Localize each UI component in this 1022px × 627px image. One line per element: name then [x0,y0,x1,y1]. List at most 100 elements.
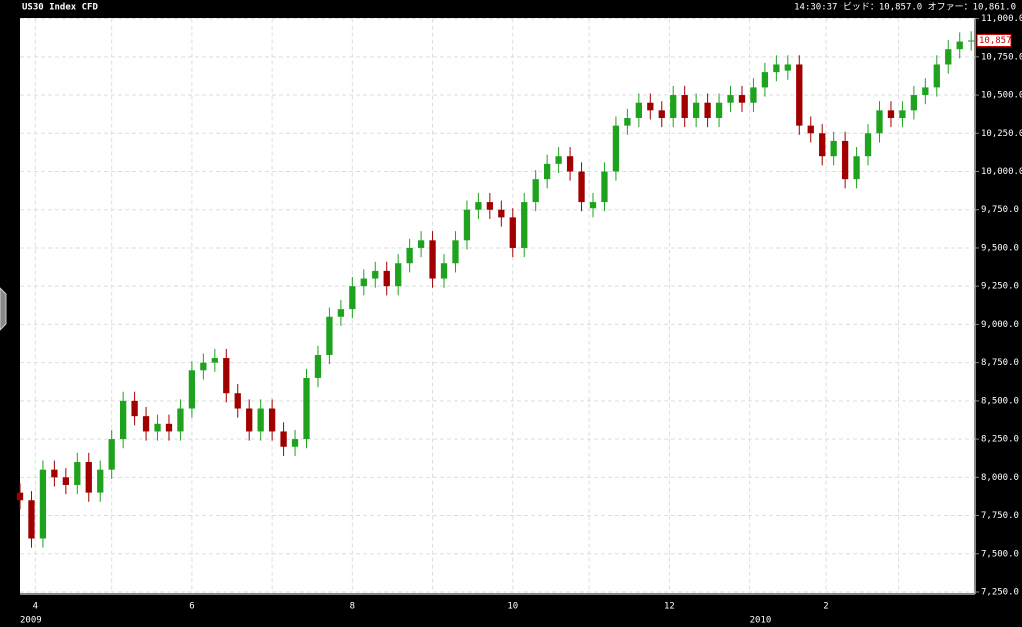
candle-body [406,247,413,264]
y-tick-label: 10,500.0 [981,91,1022,101]
candle-body [956,41,963,50]
candle-body [796,64,803,126]
candle-body [532,179,539,203]
candle-body [589,202,597,209]
y-tick-label: 11,000.0 [981,14,1022,24]
candle-body [876,110,883,134]
candle-body [154,423,161,432]
candle-body [268,408,276,432]
candle-body [246,408,253,432]
candle-body [85,462,92,493]
chart-title: US30 Index CFD [22,3,98,13]
y-tick-label: 10,750.0 [981,52,1022,62]
y-tick-label: 9,250.0 [981,282,1019,292]
candle-body [39,469,47,539]
x-year-label: 2009 [20,616,42,626]
candle-body [624,117,631,126]
y-tick-label: 7,250.0 [981,588,1019,598]
last-price-box [976,33,1012,47]
candle-body [429,240,436,279]
candle-body [211,358,218,363]
candle-body [658,110,665,118]
candle-body [62,477,69,485]
candle-body [257,408,264,432]
candle-body [555,156,562,164]
candle-body [750,87,757,103]
candle-body [74,462,81,485]
candle-body [303,377,310,440]
candle-body [945,49,952,65]
candle-body [372,270,379,279]
candle-body [819,133,826,157]
candle-body [738,95,746,103]
candle-body [165,423,173,432]
candle-body [119,400,127,440]
candle-body [715,102,723,118]
candle-body [864,133,872,157]
candle-body [486,202,494,210]
x-tick-label: 2 [823,602,828,612]
candle-body [612,125,620,172]
candle-body [578,171,585,203]
x-tick-label: 4 [33,602,38,612]
candle-body [887,110,895,118]
candle-body [337,309,345,317]
x-year-label: 2010 [750,616,772,626]
candle-body [692,102,700,118]
x-tick-label: 6 [189,602,194,612]
candle-body [108,439,115,470]
candle-body [784,64,791,71]
candle-body [280,431,287,447]
candle-body [326,316,333,355]
candle-body [681,95,688,118]
candle-body [933,64,940,88]
candle-body [177,408,184,432]
y-tick-label: 7,750.0 [981,511,1019,521]
y-tick-label: 7,500.0 [981,549,1019,559]
candle-body [647,102,654,111]
plot-area [20,18,975,593]
candle-body [521,202,528,248]
candle-body [761,72,769,88]
candle-body [200,362,207,371]
y-tick-label: 10,000.0 [981,167,1022,177]
candle-body [830,140,837,157]
y-tick-label: 8,500.0 [981,396,1019,406]
candle-body [807,125,814,134]
candle-body [360,278,367,287]
candle-body [452,240,459,264]
x-tick-label: 12 [664,602,675,612]
candle-body [463,209,471,241]
candle-body [853,156,860,180]
candle-body [727,95,734,103]
candle-body [566,156,574,172]
candle-body [395,263,402,287]
last-price-label: 10,857 [979,36,1012,46]
y-tick-label: 8,250.0 [981,435,1019,445]
candle-body [509,217,516,248]
candle-body [601,171,608,203]
y-tick-label: 8,750.0 [981,358,1019,368]
y-tick-label: 8,000.0 [981,473,1019,483]
candle-body [922,87,929,96]
candle-body [142,416,150,432]
y-tick-label: 9,500.0 [981,243,1019,253]
candle-body [417,240,425,248]
candle-body [440,263,448,279]
quote: 14:30:37 ビッド：10,857.0 オファー：10,861.0 [794,2,1016,13]
candle-body [28,500,35,539]
candle-body [910,95,918,111]
candle-body [841,140,849,180]
candle-body [16,492,24,501]
candle-body [234,393,241,409]
candle-body [498,209,505,218]
candle-body [51,469,58,478]
candle-body [899,110,906,118]
side-tab[interactable] [0,287,7,331]
candle-body [291,439,299,447]
candle-body [314,354,322,378]
candle-body [383,270,390,287]
candle-body [704,102,711,118]
